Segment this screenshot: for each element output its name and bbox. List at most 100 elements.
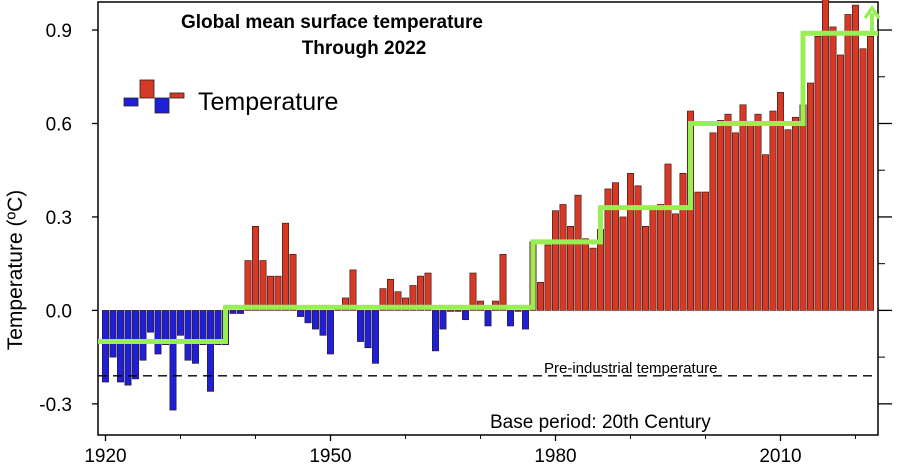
- bar-1942: [267, 275, 274, 311]
- base-period-annotation: Base period: 20th Century: [490, 412, 711, 433]
- bar-1954: [357, 310, 364, 342]
- bars-group: [102, 0, 874, 411]
- bar-1953: [349, 269, 357, 311]
- bar-2014: [807, 82, 814, 311]
- bar-1947: [304, 310, 312, 324]
- bar-2013: [799, 104, 807, 311]
- bar-1926: [147, 310, 154, 333]
- bar-1965: [439, 310, 447, 330]
- step-line-group: [98, 5, 881, 344]
- bar-1929: [169, 310, 177, 411]
- plot-frame: [97, 1, 879, 436]
- legend-label: Temperature: [198, 88, 338, 116]
- bar-1944: [282, 222, 289, 311]
- bar-1974: [507, 310, 514, 327]
- bar-1984: [582, 238, 589, 311]
- bar-1992: [642, 225, 649, 311]
- chart-title-line1: Global mean surface temperature: [181, 12, 483, 33]
- bar-1920: [102, 310, 109, 383]
- bar-1960: [402, 297, 409, 311]
- bar-1980: [552, 210, 559, 311]
- preindustrial-annotation: Pre-industrial temperature: [544, 360, 717, 377]
- bar-1990: [627, 173, 634, 311]
- bar-1961: [409, 285, 417, 311]
- bar-1957: [379, 288, 387, 311]
- bar-1966: [447, 310, 454, 312]
- bar-1997: [679, 173, 687, 311]
- y-tick-label: 0.3: [46, 208, 72, 229]
- bar-2008: [762, 154, 769, 311]
- chart-title-line2: Through 2022: [302, 38, 427, 59]
- bar-1988: [612, 182, 619, 311]
- bar-1955: [364, 310, 372, 349]
- legend: Temperature: [123, 79, 338, 116]
- bar-2009: [769, 110, 777, 311]
- bar-2020: [852, 4, 859, 311]
- bar-2007: [754, 113, 762, 311]
- bar-1941: [259, 260, 267, 311]
- bar-2019: [844, 14, 852, 311]
- bar-2001: [709, 132, 717, 311]
- bar-2000: [702, 191, 709, 311]
- bar-1924: [132, 310, 139, 380]
- bar-1925: [139, 310, 147, 361]
- bar-1976: [522, 310, 529, 330]
- bar-1927: [154, 310, 162, 355]
- bar-1945: [289, 254, 297, 311]
- x-tick-label: 1950: [309, 446, 351, 467]
- bar-1979: [544, 244, 552, 311]
- step-trend-line: [98, 30, 878, 344]
- bar-1933: [199, 310, 207, 345]
- y-tick-label: 0.6: [46, 114, 72, 135]
- bar-2006: [747, 123, 754, 311]
- bar-1930: [177, 310, 184, 336]
- y-tick-label: 0.0: [46, 301, 72, 322]
- bar-1949: [319, 310, 327, 336]
- bar-1932: [192, 310, 199, 364]
- bar-1981: [559, 204, 567, 311]
- bar-1994: [657, 204, 664, 311]
- bar-1969: [469, 272, 477, 311]
- bar-2005: [739, 104, 747, 311]
- bar-1943: [274, 275, 282, 311]
- axis-ticks: -0.3 0.0 0.3 0.6 0.9 1920 1950 1980 2010: [39, 21, 892, 467]
- bar-1921: [109, 310, 117, 358]
- bar-1963: [424, 272, 432, 311]
- bar-1975: [514, 310, 522, 312]
- x-tick-label: 1920: [84, 446, 126, 467]
- bar-2018: [837, 54, 844, 311]
- bar-2002: [717, 120, 724, 311]
- bar-1967: [454, 310, 462, 312]
- bar-1956: [372, 310, 379, 364]
- bar-1985: [589, 247, 597, 311]
- bar-1939: [244, 260, 252, 311]
- y-axis-label: Temperature (ºC): [4, 190, 27, 351]
- bar-1982: [567, 225, 574, 311]
- bar-1946: [297, 310, 304, 317]
- bar-1999: [694, 191, 702, 311]
- bar-1987: [604, 188, 612, 311]
- bar-1958: [387, 278, 394, 311]
- bar-1983: [574, 194, 582, 311]
- bar-1989: [619, 216, 627, 311]
- bar-2016: [822, 0, 829, 311]
- bar-1971: [484, 310, 492, 327]
- bar-1996: [672, 213, 679, 311]
- bar-1938: [237, 310, 244, 314]
- bar-1964: [432, 310, 439, 352]
- bar-1991: [634, 185, 642, 311]
- bar-1928: [162, 310, 169, 345]
- bar-2003: [724, 113, 732, 311]
- bar-1923: [124, 310, 132, 386]
- bar-1950: [327, 310, 334, 355]
- bar-1968: [462, 310, 469, 321]
- bar-1948: [312, 310, 319, 330]
- x-tick-label: 2010: [759, 446, 801, 467]
- bar-1998: [687, 110, 694, 311]
- step-arrow-head-icon: [863, 5, 881, 20]
- bar-2017: [829, 26, 837, 311]
- bar-1952: [342, 297, 349, 311]
- bar-1931: [184, 310, 192, 361]
- bar-1973: [499, 254, 507, 311]
